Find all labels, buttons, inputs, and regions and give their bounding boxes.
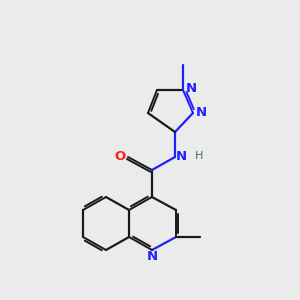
Text: O: O [115,149,126,163]
Text: H: H [195,151,203,161]
Text: N: N [176,149,187,163]
Text: N: N [146,250,158,263]
Text: N: N [196,106,207,119]
Text: N: N [186,82,197,95]
